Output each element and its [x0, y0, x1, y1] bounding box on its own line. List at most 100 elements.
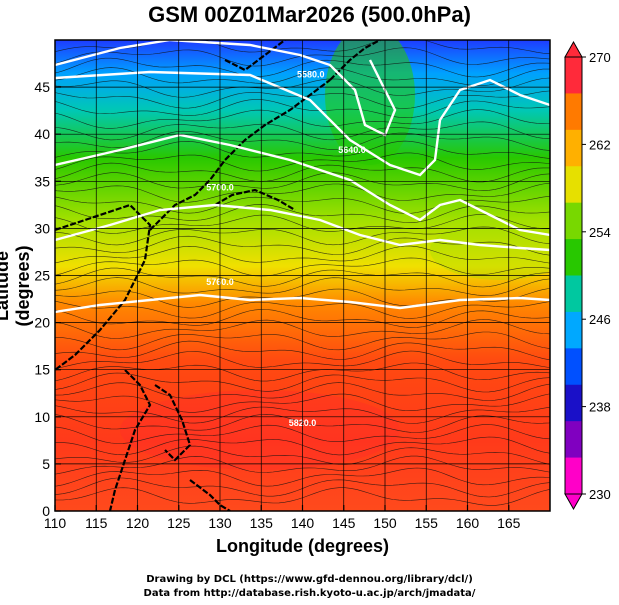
streamline — [55, 424, 550, 444]
y-tick-label: 40 — [34, 126, 50, 142]
streamline — [55, 436, 550, 456]
streamline — [55, 405, 550, 424]
x-tick-label: 145 — [332, 515, 356, 531]
streamline — [55, 257, 550, 277]
colorbar-frame — [564, 56, 583, 495]
y-axis-label: Latitude (degrees) — [0, 245, 33, 327]
colorbar: 270 262 254 246 238 230 — [564, 40, 611, 511]
x-tick-label: 130 — [208, 515, 232, 531]
colorbar-segment — [565, 239, 582, 276]
x-tick-label: 125 — [167, 515, 191, 531]
x-tick-label: 150 — [373, 515, 397, 531]
x-tick-label: 120 — [126, 515, 150, 531]
streamline — [55, 67, 550, 86]
streamline — [55, 319, 550, 339]
streamline — [55, 300, 550, 319]
contour-line — [55, 133, 550, 237]
credit-data-source: Data from http://database.rish.kyoto-u.a… — [143, 588, 476, 599]
streamline — [55, 121, 550, 141]
streamline — [55, 477, 550, 498]
colorbar-label: 238 — [589, 400, 611, 415]
y-tick-label: 15 — [34, 362, 50, 378]
y-tick-label: 5 — [42, 456, 50, 472]
contour-line — [55, 70, 550, 177]
colorbar-segment — [565, 421, 582, 459]
streamline — [55, 487, 550, 506]
y-tick-label: 0 — [42, 503, 50, 519]
x-tick-label: 110 — [44, 515, 67, 531]
streamline — [55, 40, 550, 54]
x-axis-ticks: 110 115 120 125 130 135 140 145 150 155 160 165 — [44, 505, 521, 531]
credit-dcl: Drawing by DCL (https://www.gfd-dennou.o… — [146, 574, 473, 585]
x-tick-label: 155 — [415, 515, 439, 531]
contour-line — [55, 203, 550, 252]
streamline — [55, 467, 550, 487]
streamline — [55, 57, 550, 78]
colorbar-label: 270 — [589, 50, 611, 65]
x-tick-label: 160 — [456, 515, 480, 531]
colorbar-segment — [565, 348, 582, 386]
streamline — [55, 99, 550, 119]
streamline — [55, 245, 550, 264]
x-tick-label: 135 — [250, 515, 274, 531]
colorbar-segment — [565, 457, 582, 495]
colorbar-segment — [565, 129, 582, 167]
colorbar-label: 246 — [589, 312, 611, 327]
streamline — [55, 331, 550, 351]
streamline — [55, 455, 550, 475]
coastline — [154, 384, 192, 462]
streamline — [55, 109, 550, 129]
coastline — [214, 188, 296, 211]
y-tick-label: 25 — [34, 268, 50, 284]
map-title: GSM 00Z01Mar2026 (500.0hPa) — [148, 2, 471, 27]
y-tick-label: 35 — [34, 173, 50, 189]
streamline — [55, 267, 550, 288]
y-tick-label: 45 — [34, 79, 50, 95]
colorbar-label: 262 — [589, 137, 611, 152]
y-tick-label: 20 — [34, 315, 50, 331]
streamline — [55, 277, 550, 296]
colorbar-segment — [565, 384, 582, 422]
colorbar-segment — [565, 166, 582, 204]
streamline — [55, 130, 550, 151]
colorbar-segment — [565, 311, 582, 349]
contour-line — [55, 293, 550, 314]
streamline — [55, 204, 550, 223]
contour-line — [55, 40, 397, 137]
streamline — [55, 350, 550, 369]
streamline — [55, 413, 550, 433]
streamline — [55, 77, 550, 98]
coastline — [224, 40, 286, 72]
coastline — [55, 203, 152, 371]
streamline — [55, 393, 550, 413]
streamline — [55, 140, 550, 159]
streamline — [55, 445, 550, 465]
colorbar-segment — [565, 93, 582, 131]
contour-label: 5640.0 — [338, 145, 366, 155]
colorbar-bottom-arrow — [564, 493, 583, 511]
coastline — [189, 479, 231, 511]
streamline — [55, 195, 550, 214]
coastline — [108, 369, 152, 511]
streamline — [55, 47, 550, 67]
colorbar-label: 230 — [589, 487, 611, 502]
streamline — [55, 182, 550, 203]
colorbar-segment — [565, 202, 582, 240]
colorbar-top-arrow — [564, 40, 583, 58]
colorbar-label: 254 — [589, 225, 611, 240]
streamline — [55, 172, 550, 192]
x-axis-label: Longitude (degrees) — [215, 536, 389, 556]
coastlines — [55, 40, 381, 511]
contour-label: 5580.0 — [297, 70, 325, 80]
y-tick-label: 10 — [34, 409, 50, 425]
warm-region — [430, 220, 550, 280]
y-tick-label: 30 — [34, 220, 50, 236]
streamlines — [55, 40, 550, 506]
streamline — [55, 382, 550, 401]
x-tick-label: 115 — [85, 515, 108, 531]
x-tick-label: 140 — [291, 515, 315, 531]
colorbar-segment — [565, 275, 582, 313]
streamline — [55, 362, 550, 382]
